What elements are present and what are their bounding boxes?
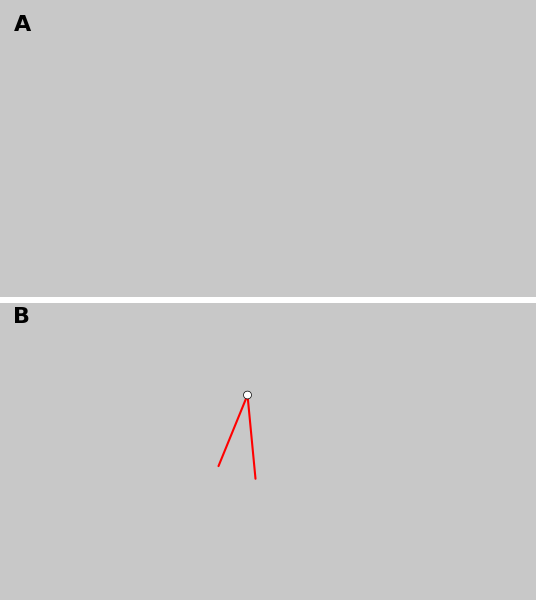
Text: A: A <box>13 15 31 35</box>
Circle shape <box>243 391 251 399</box>
Text: B: B <box>13 307 31 327</box>
